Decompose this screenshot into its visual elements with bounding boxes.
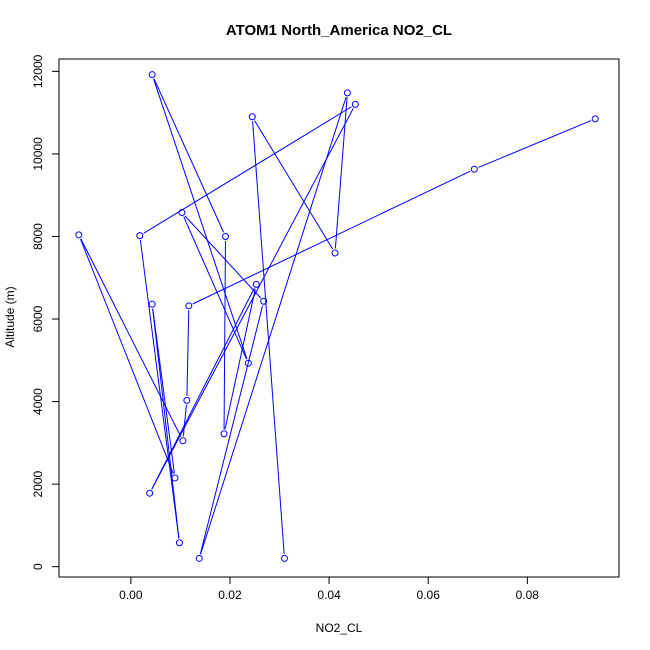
series-layer [75,71,599,562]
data-point [222,232,230,240]
y-tick-label: 0 [31,563,45,570]
series-line-segment [183,216,247,360]
series-line-segment [151,288,255,490]
series-line-segment [186,310,190,396]
data-point [148,71,156,79]
data-point [351,100,359,108]
data-point [146,489,154,497]
series-line-segment [478,120,592,168]
y-axis-label: Altitude (m) [3,286,17,347]
series-line-segment [153,78,225,233]
data-point [244,359,252,367]
series-line-segment [152,308,180,539]
data-point [248,113,256,121]
series-line-segment [252,121,285,554]
data-point [175,539,183,547]
data-point [171,474,179,482]
y-tick-label: 2000 [31,470,45,497]
series-line-segment [200,96,347,555]
x-axis-label: NO2_CL [316,621,363,635]
data-point [136,232,144,240]
x-axis: 0.00 0.02 0.04 0.06 0.08 [119,576,540,602]
series-line-segment [139,240,180,539]
data-point [260,297,268,305]
series-line-segment [254,120,334,250]
series-line-segment [199,305,264,555]
y-axis: 0 2000 4000 6000 8000 10000 12000 [31,54,60,570]
y-tick-label: 6000 [31,305,45,332]
data-point [331,249,339,257]
data-point [179,437,187,445]
series-line-segment [152,308,175,474]
data-point [75,231,83,239]
data-point [252,280,260,288]
series-line-segment [224,288,256,430]
x-tick-label: 0.06 [417,588,441,602]
data-point [591,115,599,123]
x-tick-label: 0.08 [516,588,540,602]
x-tick-label: 0.02 [218,588,242,602]
chart-title: ATOM1 North_America NO2_CL [226,22,452,39]
series-line-segment [182,404,187,437]
data-point [280,554,288,562]
y-tick-label: 8000 [31,223,45,250]
series-line-segment [80,238,182,438]
series-line-segment [192,170,471,305]
series-line-segment [184,215,261,299]
series-line-segment [151,108,354,490]
data-point [343,89,351,97]
series-line-segment [223,240,226,430]
data-point [220,430,228,438]
series-line-segment [153,78,248,360]
data-point [185,302,193,310]
data-point [195,554,203,562]
y-tick-label: 12000 [31,54,45,88]
y-tick-label: 10000 [31,137,45,171]
x-tick-label: 0.04 [317,588,341,602]
data-point [178,209,186,217]
series-line-segment [334,97,348,249]
y-tick-label: 4000 [31,388,45,415]
data-point [148,300,156,308]
x-tick-label: 0.00 [119,588,143,602]
series-line-segment [80,238,174,474]
series-line-segment [143,106,352,234]
data-point [470,165,478,173]
data-point [183,396,191,404]
